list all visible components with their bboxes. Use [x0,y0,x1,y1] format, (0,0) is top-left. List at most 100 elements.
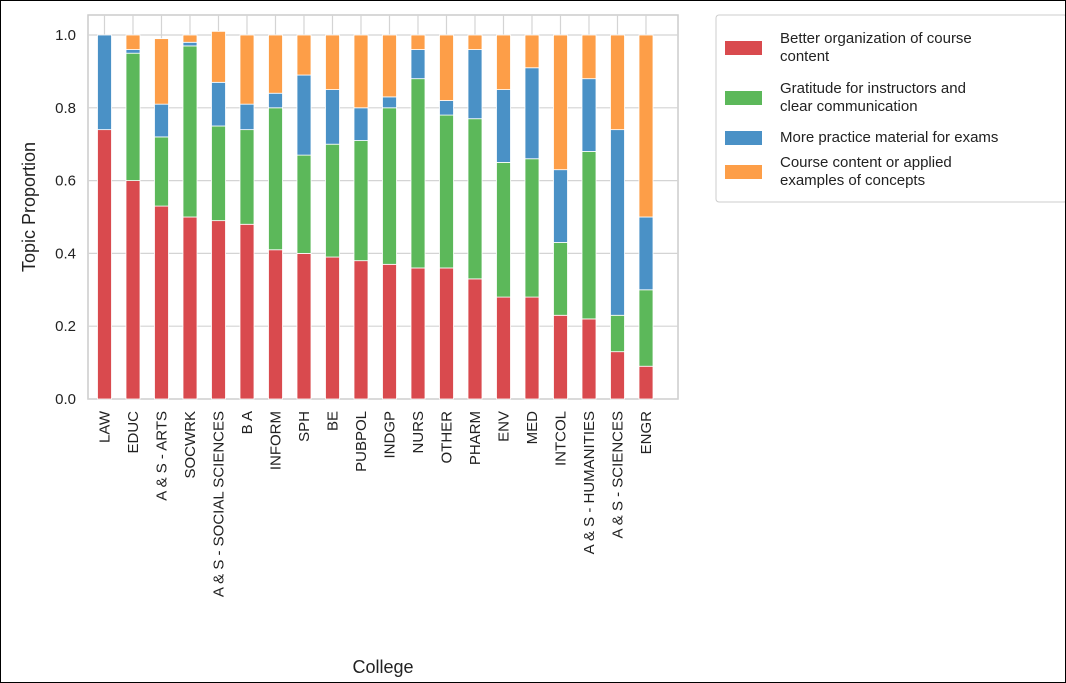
bar-segment-3 [610,129,625,316]
bar-segment-1 [638,365,654,400]
bar-segment-3 [581,78,597,152]
bar-segment-3 [496,89,511,163]
bar-segment-3 [268,92,283,109]
legend-label-1: Better organization of course [780,30,972,47]
bar-segment-2 [496,161,511,298]
bar-segment-3 [439,100,454,116]
bar-segment-1 [581,318,597,400]
x-tick-label: MED [524,411,541,445]
bar-segment-1 [410,267,426,400]
y-tick-label: 0.0 [55,391,76,408]
y-tick-label: 0.6 [55,173,76,190]
bar-segment-4 [439,34,454,101]
x-tick-label: INDGP [382,411,399,459]
bar-segment-2 [325,143,340,258]
bar-segment-1 [610,351,625,400]
bar-segment-1 [182,216,198,400]
bar-segment-4 [496,34,511,90]
bar-segment-4 [268,34,283,94]
legend-swatch-2 [725,91,762,105]
bar-segment-1 [268,249,283,400]
bar-segment-1 [496,296,511,400]
bar-segment-2 [268,107,283,251]
x-tick-label: INFORM [268,411,285,470]
bar-segment-4 [211,30,226,83]
bar-segment-2 [553,242,568,316]
x-tick-label: A & S - SCIENCES [610,411,627,539]
x-tick-labels: LAW EDUC A & S - ARTS SOCWRK A & S - SOCIAL … [97,410,656,597]
legend-label-3: More practice material for exams [780,129,998,146]
bar-segment-3 [410,49,426,80]
bar-segment-1 [439,267,454,400]
bar-segment-3 [467,49,483,120]
bar-segment-1 [211,220,226,400]
x-tick-label: A & S - HUMANITIES [581,411,598,554]
bar-segment-1 [125,180,141,400]
x-tick-label: ENV [496,411,513,442]
bar-segment-4 [325,34,340,90]
bar-segment-4 [382,34,397,98]
bar-segment-2 [524,158,540,298]
bar-segment-1 [524,296,540,400]
y-tick-label: 1.0 [55,27,76,44]
x-tick-label: B A [239,411,256,434]
bar-segment-1 [467,278,483,400]
bar-segment-1 [553,314,568,400]
bar-segment-3 [296,74,312,156]
x-tick-label: PUBPOL [353,411,370,472]
x-tick-label: EDUC [125,411,142,454]
legend-label-4: examples of concepts [780,172,925,189]
bar-segment-4 [638,34,654,218]
bar-segment-4 [182,34,198,43]
y-tick-labels: 0.0 0.2 0.4 0.6 0.8 1.0 [55,27,76,408]
legend-swatch-3 [725,131,762,145]
bar-segment-2 [211,125,226,222]
y-tick-label: 0.8 [55,100,76,117]
legend-label-2: Gratitude for instructors and [780,80,966,97]
bar-segment-4 [553,34,568,171]
bar-segment-1 [325,256,340,400]
bar-segment-4 [410,34,426,50]
x-tick-label: A & S - SOCIAL SCIENCES [211,411,228,597]
legend-label-4: Course content or applied [780,154,952,171]
bar-segment-3 [353,107,369,141]
bar-segment-1 [296,252,312,400]
bar-segment-2 [439,114,454,269]
legend-box [715,14,1065,203]
bar-segment-3 [325,89,340,145]
x-tick-label: SOCWRK [182,411,199,479]
x-tick-label: ENGR [638,411,655,455]
bar-segment-3 [97,34,112,131]
bar-segment-1 [154,205,169,400]
x-tick-label: LAW [97,410,114,443]
bar-segment-2 [581,151,597,320]
bar-segment-3 [638,216,654,291]
bar-segment-3 [182,41,198,47]
bar-segment-4 [353,34,369,109]
y-axis-title: Topic Proportion [19,142,39,272]
bar-segment-1 [353,260,369,400]
bar-segment-3 [211,81,226,127]
bar-segment-2 [296,154,312,254]
bar-segment-3 [125,49,141,54]
bar-segment-3 [553,169,568,243]
bar-segment-3 [524,67,540,160]
bar-segment-2 [382,107,397,265]
x-tick-label: BE [325,411,342,431]
bar-segment-2 [125,52,141,182]
bar-segment-2 [353,140,369,262]
bar-segment-2 [638,289,654,367]
y-tick-label: 0.4 [55,245,76,262]
bar-segment-4 [581,34,597,80]
legend-label-1: content [780,48,830,65]
bar-segment-3 [154,103,169,138]
bar-segment-1 [382,263,397,400]
y-tick-label: 0.2 [55,318,76,335]
bar-segment-4 [154,38,169,105]
bar-segment-4 [467,34,483,50]
bar-segment-2 [610,314,625,353]
x-tick-label: PHARM [467,411,484,465]
